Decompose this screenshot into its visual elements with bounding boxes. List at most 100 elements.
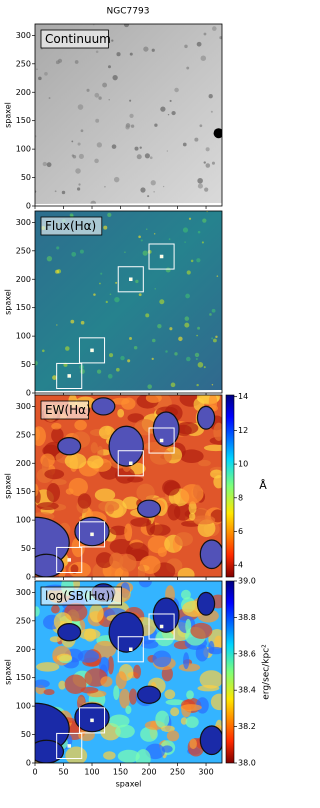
texture: [205, 163, 211, 168]
texture: [174, 532, 193, 547]
y-tick-label: 0: [26, 573, 31, 582]
texture: [195, 357, 198, 361]
texture: [194, 352, 200, 358]
texture: [113, 685, 120, 701]
texture: [137, 564, 146, 577]
texture: [179, 449, 204, 464]
texture: [147, 384, 152, 389]
x-tick-label: 0: [32, 768, 37, 777]
texture: [186, 690, 194, 700]
texture: [100, 272, 103, 275]
region-center: [67, 744, 71, 748]
colorbar-tick-label: 14: [238, 392, 248, 401]
texture: [170, 707, 180, 717]
texture: [197, 230, 201, 234]
y-tick-label: 0: [26, 759, 31, 768]
texture: [210, 693, 222, 711]
texture: [77, 493, 92, 509]
colorbar-label: erg/sec/kpc²: [262, 644, 272, 700]
texture: [216, 275, 219, 277]
colorbar: [225, 394, 235, 578]
texture: [77, 649, 100, 663]
texture: [169, 327, 173, 331]
texture: [54, 190, 57, 193]
region-box: [117, 450, 144, 477]
region: [74, 516, 110, 547]
texture: [136, 483, 155, 502]
nucleus: [213, 128, 222, 139]
texture: [184, 322, 190, 328]
y-tick-label: 0: [26, 202, 31, 211]
texture: [139, 146, 142, 149]
edge: [35, 203, 222, 206]
x-tick-label: 150: [113, 768, 128, 777]
frame: [34, 23, 223, 207]
texture: [149, 448, 172, 465]
colorbar-tick-label: 4: [238, 561, 243, 570]
texture: [134, 146, 139, 151]
texture: [140, 239, 143, 242]
texture: [178, 336, 183, 342]
texture: [208, 94, 213, 99]
texture: [120, 355, 125, 361]
texture: [203, 161, 206, 164]
region: [35, 553, 65, 577]
texture: [207, 646, 222, 655]
texture: [51, 427, 64, 443]
y-tick-label: 150: [16, 116, 31, 125]
texture: [108, 714, 130, 728]
y-tick-label: 250: [16, 430, 31, 439]
texture: [151, 357, 154, 361]
x-axis-label: spaxel: [116, 780, 142, 789]
texture: [154, 288, 156, 290]
texture: [135, 749, 151, 763]
texture: [71, 251, 77, 257]
texture: [93, 293, 96, 296]
texture: [119, 553, 137, 572]
region-box: [78, 707, 106, 734]
texture: [68, 477, 88, 497]
texture: [58, 680, 66, 690]
texture: [186, 66, 190, 70]
texture: [210, 469, 222, 479]
texture: [140, 640, 159, 649]
texture: [177, 567, 195, 577]
texture: [108, 99, 110, 101]
texture: [133, 345, 138, 350]
texture: [129, 52, 133, 56]
texture: [122, 496, 140, 510]
x-tick-label: 300: [198, 768, 213, 777]
texture: [123, 24, 130, 28]
texture: [211, 337, 214, 340]
texture: [115, 724, 135, 739]
texture: [107, 373, 113, 379]
texture: [117, 408, 125, 418]
texture: [149, 524, 171, 536]
texture: [96, 142, 102, 148]
texture: [197, 177, 203, 184]
texture: [111, 39, 114, 42]
frame: [34, 580, 223, 764]
texture: [117, 749, 140, 763]
colorbar-tick-label: 38.6: [238, 649, 256, 658]
texture: [77, 142, 81, 146]
texture: [93, 24, 95, 26]
texture: [113, 176, 120, 183]
texture: [127, 476, 144, 483]
texture: [104, 185, 106, 188]
texture: [184, 316, 190, 321]
texture: [98, 96, 102, 100]
texture: [144, 153, 150, 159]
region-box: [148, 427, 175, 454]
y-tick-label: 100: [16, 516, 31, 525]
texture: [211, 384, 214, 386]
y-tick-label: 50: [21, 360, 31, 369]
texture: [95, 552, 114, 569]
texture: [90, 442, 99, 454]
y-tick-label: 100: [16, 702, 31, 711]
texture: [203, 366, 206, 369]
y-tick-label: 150: [16, 673, 31, 682]
texture: [174, 87, 179, 93]
texture: [42, 349, 45, 353]
texture: [56, 246, 60, 250]
